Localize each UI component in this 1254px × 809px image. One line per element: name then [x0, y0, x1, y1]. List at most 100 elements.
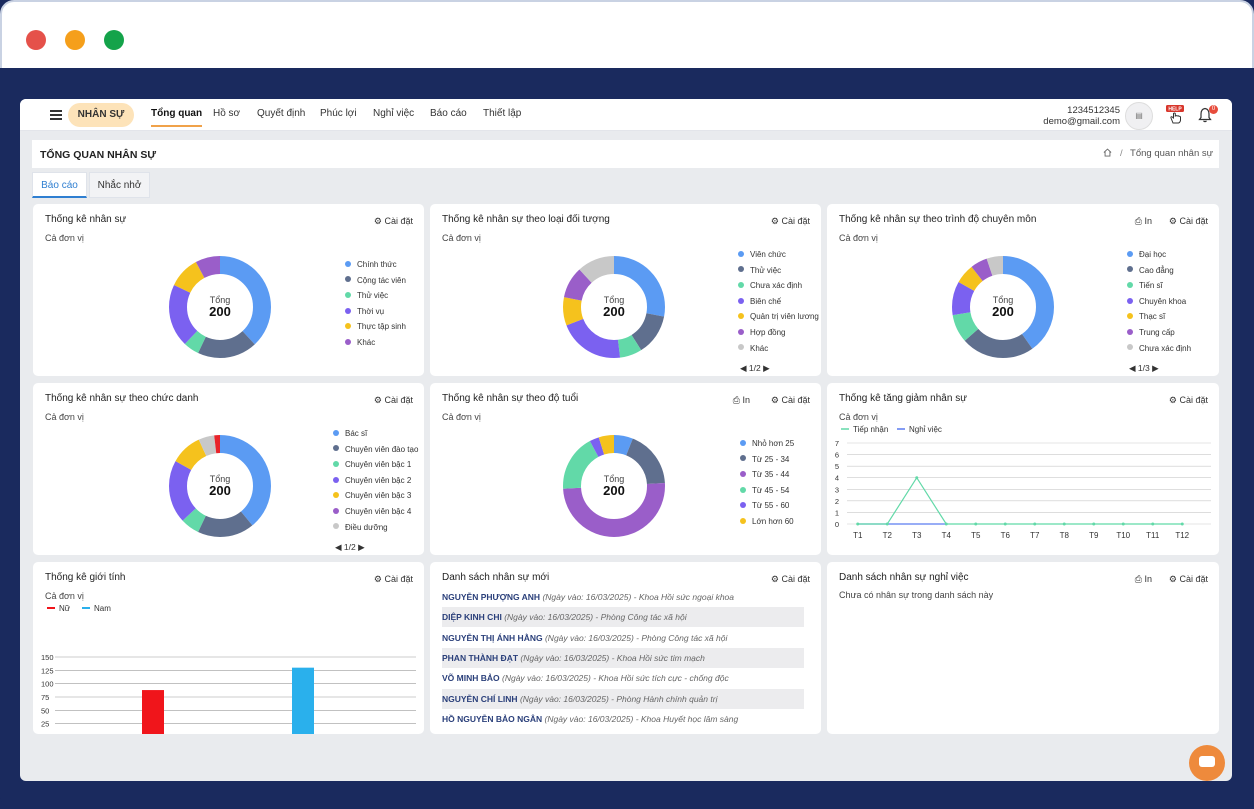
nav-tong-quan[interactable]: Tổng quan: [151, 108, 203, 127]
donut-slice-cao-dang[interactable]: [952, 256, 1054, 358]
legend-item-thuc-tap-sinh[interactable]: Thực tập sinh: [345, 322, 406, 338]
legend-label-nu[interactable]: Nữ: [59, 604, 71, 613]
bar-nam[interactable]: [292, 667, 314, 734]
donut-slice-cong-tac-vien[interactable]: [169, 256, 271, 358]
legend-item-nho-hon-25[interactable]: Nhỏ hơn 25: [740, 439, 794, 455]
settings-button[interactable]: ⚙ Cài đặt: [1169, 395, 1208, 406]
line-point-tiep-nhan[interactable]: [1121, 522, 1125, 526]
tab-bao-cao[interactable]: Báo cáo: [32, 172, 87, 198]
legend-item-cao-dang[interactable]: Cao đẳng: [1127, 266, 1191, 282]
line-point-tiep-nhan[interactable]: [856, 522, 860, 526]
list-item[interactable]: NGUYỄN PHƯỢNG ANH (Ngày vào: 16/03/2025)…: [442, 587, 804, 607]
list-item[interactable]: PHAN THÀNH ĐẠT (Ngày vào: 16/03/2025) - …: [442, 647, 804, 668]
legend-label-tiep-nhan[interactable]: Tiếp nhận: [853, 425, 888, 434]
donut-slice-chuyen-vien-bac-2[interactable]: [169, 435, 271, 537]
close-window-dot[interactable]: [26, 30, 46, 50]
settings-button[interactable]: ⚙ Cài đặt: [374, 216, 413, 227]
bar-nu[interactable]: [142, 690, 164, 734]
staff-name[interactable]: VÕ MINH BẢO: [442, 673, 500, 684]
staff-name[interactable]: DIỆP KINH CHI: [442, 612, 502, 623]
donut-slice-khac[interactable]: [563, 256, 665, 358]
settings-button[interactable]: ⚙ Cài đặt: [771, 574, 810, 585]
donut-slice-tu-45-54[interactable]: [563, 435, 665, 537]
line-point-tiep-nhan[interactable]: [1003, 522, 1007, 526]
donut-slice-bien-che[interactable]: [563, 256, 665, 358]
legend-item-lon-hon-60[interactable]: Lớn hơn 60: [740, 517, 794, 533]
print-button[interactable]: ⎙ In: [733, 395, 750, 406]
legend-item-quan-tri-vien-luong[interactable]: Quản trị viên lương: [738, 312, 819, 328]
legend-item-dai-hoc[interactable]: Đại học: [1127, 250, 1191, 266]
nav-bao-cao[interactable]: Báo cáo: [430, 108, 467, 119]
legend-item-thu-viec[interactable]: Thử việc: [345, 291, 406, 307]
legend-item-chuyen-vien-bac-1[interactable]: Chuyên viên bậc 1: [333, 460, 418, 476]
list-item[interactable]: NGUYỄN CHÍ LINH (Ngày vào: 16/03/2025) -…: [442, 688, 804, 709]
prev-page-icon[interactable]: ◀: [740, 363, 747, 373]
maximize-window-dot[interactable]: [104, 30, 124, 50]
donut-slice-chua-xac-dinh[interactable]: [952, 256, 1054, 358]
line-point-tiep-nhan[interactable]: [915, 476, 919, 480]
line-point-tiep-nhan[interactable]: [1033, 522, 1037, 526]
line-point-tiep-nhan[interactable]: [974, 522, 978, 526]
menu-icon[interactable]: [50, 110, 62, 120]
staff-name[interactable]: NGUYỄN CHÍ LINH: [442, 693, 518, 704]
staff-name[interactable]: HỒ NGUYỄN BẢO NGÂN: [442, 713, 543, 724]
legend-item-chua-xac-dinh[interactable]: Chưa xác định: [1127, 344, 1191, 360]
legend-item-bien-che[interactable]: Biên chế: [738, 297, 819, 313]
line-point-tiep-nhan[interactable]: [1092, 522, 1096, 526]
staff-name[interactable]: NGUYỄN THỊ ÁNH HẰNG: [442, 632, 543, 643]
legend-item-chua-xac-dinh[interactable]: Chưa xác định: [738, 281, 819, 297]
legend-item-thac-si[interactable]: Thạc sĩ: [1127, 312, 1191, 328]
legend-item-tu-45-54[interactable]: Từ 45 - 54: [740, 486, 794, 502]
legend-item-chinh-thuc[interactable]: Chính thức: [345, 260, 406, 276]
settings-button[interactable]: ⚙ Cài đặt: [771, 216, 810, 227]
legend-item-khac[interactable]: Khác: [345, 338, 406, 354]
tab-nhac-nho[interactable]: Nhắc nhở: [89, 172, 150, 198]
nav-thiet-lap[interactable]: Thiết lập: [483, 108, 522, 119]
legend-item-dieu-duong[interactable]: Điều dưỡng: [333, 523, 418, 539]
nav-nghi-viec[interactable]: Nghỉ việc: [373, 108, 415, 119]
legend-item-khac[interactable]: Khác: [738, 344, 819, 360]
next-page-icon[interactable]: ▶: [1152, 363, 1159, 373]
nav-quyet-dinh[interactable]: Quyết định: [257, 108, 306, 119]
line-point-tiep-nhan[interactable]: [944, 522, 948, 526]
legend-item-vien-chuc[interactable]: Viên chức: [738, 250, 819, 266]
legend-item-tu-35-44[interactable]: Từ 35 - 44: [740, 470, 794, 486]
legend-item-tu-55-60[interactable]: Từ 55 - 60: [740, 501, 794, 517]
list-item[interactable]: DIỆP KINH CHI (Ngày vào: 16/03/2025) - P…: [442, 607, 804, 628]
print-button[interactable]: ⎙ In: [1135, 216, 1152, 227]
module-badge[interactable]: NHÂN SỰ: [68, 103, 134, 127]
legend-item-thoi-vu[interactable]: Thời vụ: [345, 307, 406, 323]
minimize-window-dot[interactable]: [65, 30, 85, 50]
legend-label-nghi-viec[interactable]: Nghỉ việc: [909, 425, 942, 434]
legend-item-tu-25-34[interactable]: Từ 25 - 34: [740, 455, 794, 471]
home-icon[interactable]: [1103, 148, 1112, 157]
settings-button[interactable]: ⚙ Cài đặt: [1169, 216, 1208, 227]
donut-slice-tu-35-44[interactable]: [563, 435, 665, 537]
donut-slice-khac[interactable]: [169, 435, 271, 537]
legend-item-tien-si[interactable]: Tiến sĩ: [1127, 281, 1191, 297]
next-page-icon[interactable]: ▶: [358, 542, 365, 552]
legend-item-chuyen-vien-bac-4[interactable]: Chuyên viên bậc 4: [333, 507, 418, 523]
legend-item-chuyen-vien-bac-2[interactable]: Chuyên viên bậc 2: [333, 476, 418, 492]
legend-item-bac-si[interactable]: Bác sĩ: [333, 429, 418, 445]
settings-button[interactable]: ⚙ Cài đặt: [374, 574, 413, 585]
nav-phuc-loi[interactable]: Phúc lợi: [320, 108, 357, 119]
help-icon[interactable]: HELP: [1166, 105, 1184, 125]
legend-item-chuyen-vien-bac-3[interactable]: Chuyên viên bậc 3: [333, 491, 418, 507]
legend-label-nam[interactable]: Nam: [94, 604, 111, 613]
staff-name[interactable]: PHAN THÀNH ĐẠT: [442, 652, 519, 663]
donut-slice-lon-hon-60[interactable]: [563, 435, 665, 537]
bell-icon[interactable]: [1198, 107, 1212, 123]
settings-button[interactable]: ⚙ Cài đặt: [1169, 574, 1208, 585]
next-page-icon[interactable]: ▶: [763, 363, 770, 373]
legend-item-chuyen-vien-dao-tao[interactable]: Chuyên viên đào tạo: [333, 445, 418, 461]
legend-item-hop-dong[interactable]: Hợp đồng: [738, 328, 819, 344]
print-button[interactable]: ⎙ In: [1135, 574, 1152, 585]
donut-slice-quan-tri-vien-luong[interactable]: [563, 256, 665, 358]
legend-item-chuyen-khoa[interactable]: Chuyên khoa: [1127, 297, 1191, 313]
line-point-tiep-nhan[interactable]: [885, 522, 889, 526]
avatar[interactable]: ▤: [1125, 102, 1153, 130]
staff-name[interactable]: NGUYỄN PHƯỢNG ANH: [442, 592, 541, 602]
donut-slice-chuyen-khoa[interactable]: [952, 256, 1054, 358]
nav-ho-so[interactable]: Hồ sơ: [213, 108, 241, 119]
